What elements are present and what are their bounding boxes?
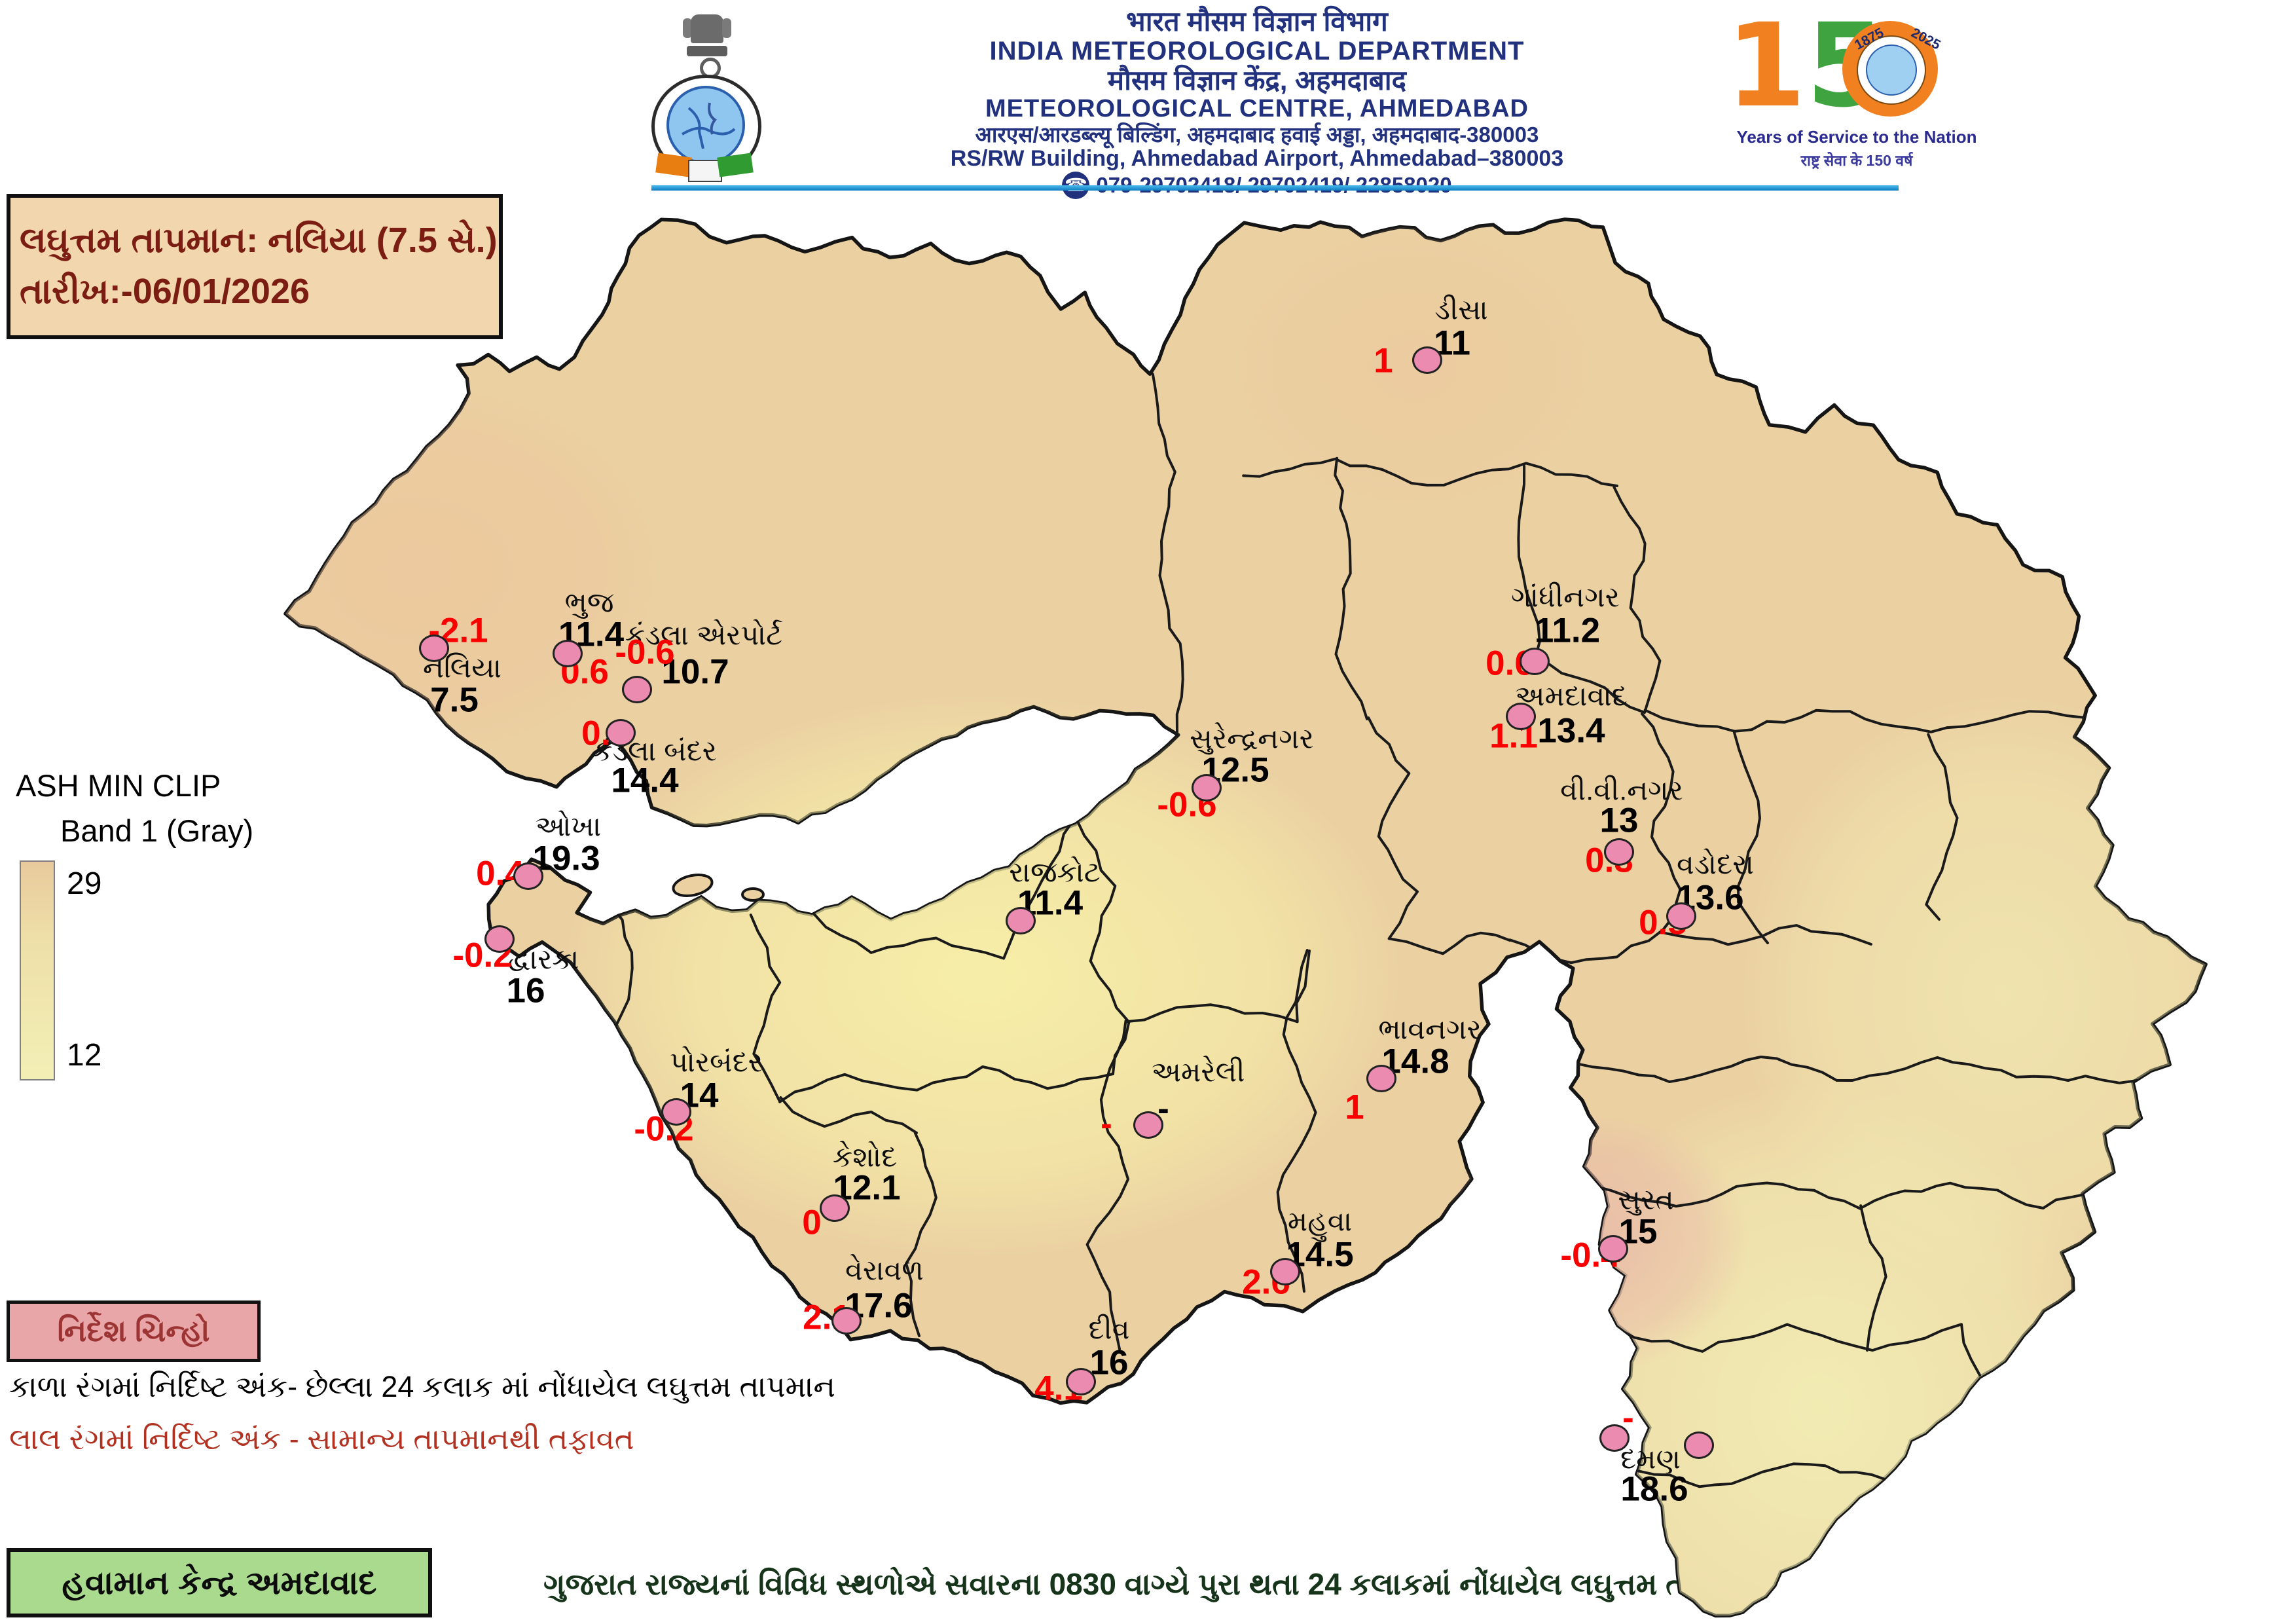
station-dot — [1366, 1065, 1396, 1092]
logo150-tagline-hi: राष्ट्र सेवा के 150 वर्ष — [1800, 152, 1913, 169]
station-name-label: કંડલા એરપોર્ટ — [625, 619, 783, 652]
station-temp-label: 14.4 — [611, 761, 679, 800]
station-temp-label: 7.5 — [430, 680, 479, 720]
header-line-english-1: INDIA METEOROLOGICAL DEPARTMENT — [989, 37, 1525, 66]
station-name-label: અમરેલી — [1151, 1056, 1245, 1088]
station-dot — [1506, 703, 1536, 730]
signs-title: નિર્દેશ ચિન્હો — [57, 1314, 210, 1348]
station-dot — [1006, 907, 1036, 934]
header-line-hindi-2: मौसम विज्ञान केंद्र, अहमदाबाद — [1108, 65, 1406, 96]
station-name-label: અમદાવાદ — [1515, 680, 1628, 712]
header-divider — [651, 185, 1899, 191]
station-dot — [1270, 1258, 1300, 1285]
station-departure-label: 1 — [1374, 341, 1393, 380]
signs-black-rule: કાળા રંગમાં નિર્દિષ્ટ અંક- છેલ્લા 24 કલા… — [9, 1370, 835, 1403]
station-name-label: સુરત — [1618, 1184, 1674, 1216]
legend-gradient-bar — [20, 860, 55, 1080]
station-dot — [820, 1194, 850, 1222]
station-departure-label: - — [1622, 1398, 1634, 1437]
min-temp-line: લઘુત્તમ તાપમાન: નલિયા (7.5 સે.) — [20, 221, 498, 260]
station-name-label: ગાંધીનગર — [1511, 581, 1620, 614]
station-name-label: દમણ — [1620, 1443, 1681, 1475]
station-dot — [553, 640, 583, 667]
header-title-block: भारत मौसम विज्ञान विभाग INDIA METEOROLOG… — [779, 6, 1735, 199]
station-name-label: ઓખા — [535, 811, 602, 843]
legend-max-value: 29 — [67, 866, 102, 901]
station-dot — [1192, 774, 1222, 802]
imd-150-years-logo: 15 1875 2025 Years of Service to the Nat… — [1726, 9, 1988, 181]
logo150-tagline-en: Years of Service to the Nation — [1736, 127, 1977, 147]
station-temp-label: 11.2 — [1534, 611, 1601, 650]
station-departure-label: -0.6 — [615, 633, 675, 672]
station-dot — [1598, 1235, 1628, 1263]
phone-numbers: 079-29702418/ 29702419/ 22858020 — [1096, 173, 1451, 197]
station-dot — [831, 1307, 862, 1335]
station-temp-label: 16 — [1089, 1343, 1129, 1382]
station-dot — [1604, 838, 1634, 866]
station-name-label: રાજકોટ — [1009, 857, 1101, 889]
legend-title: ASH MIN CLIP — [16, 768, 221, 803]
legend-min-value: 12 — [67, 1038, 102, 1073]
logo150-zero-ring — [1842, 21, 1938, 117]
phone-icon: ☎ — [1062, 171, 1090, 199]
station-departure-label: - — [1101, 1104, 1112, 1143]
station-name-label: ડીસા — [1434, 294, 1488, 326]
station-dot — [1066, 1368, 1096, 1395]
min-temp-info-box: લઘુત્તમ તાપમાન: નલિયા (7.5 સે.) તારીખ:-0… — [7, 194, 503, 339]
signs-red-rule: લાલ રંગમાં નિર્દિષ્ટ અંક - સામાન્ય તાપમા… — [9, 1422, 634, 1456]
header-address-english: RS/RW Building, Ahmedabad Airport, Ahmed… — [950, 146, 1564, 172]
station-dot — [661, 1098, 691, 1126]
centre-name-box: હવામાન કેન્દ્ર અમદાવાદ — [7, 1548, 432, 1617]
station-name-label: વી.વી.નગર — [1560, 775, 1683, 807]
station-name-label: સુરેન્દ્રનગર — [1190, 723, 1314, 755]
ashoka-emblem-icon — [683, 14, 731, 79]
station-departure-label: 1 — [1345, 1088, 1364, 1127]
header-line-hindi-1: भारत मौसम विज्ञान विभाग — [1126, 6, 1388, 37]
station-dot — [606, 719, 636, 747]
station-dot — [513, 862, 543, 890]
bottom-caption: ગુજરાત રાજ્યનાં વિવિધ સ્થળોએ સવારના 0830… — [543, 1567, 1764, 1601]
station-dot — [1599, 1424, 1630, 1452]
station-temp-label: 19.3 — [532, 839, 600, 878]
station-dot — [484, 925, 515, 953]
station-temp-label: 18.6 — [1620, 1469, 1688, 1509]
station-dot — [1666, 902, 1696, 930]
imd-logo — [651, 14, 763, 182]
station-name-label: પોરબંદર — [670, 1046, 763, 1079]
station-temp-label: 16 — [506, 971, 545, 1010]
color-legend: ASH MIN CLIP Band 1 (Gray) 29 12 — [16, 767, 254, 1080]
station-name-label: ભાવનગર — [1378, 1014, 1482, 1046]
date-line: તારીખ:-06/01/2026 — [20, 272, 310, 312]
station-name-label: દ્વારકા — [507, 944, 579, 976]
station-name-label: વેરાવળ — [845, 1255, 924, 1287]
station-name-label: મહુવા — [1287, 1206, 1353, 1238]
station-dot — [1412, 346, 1442, 374]
station-name-label: વડોદરા — [1677, 849, 1754, 881]
station-name-label: દીવ — [1088, 1314, 1130, 1346]
centre-name: હવામાન કેન્દ્ર અમદાવાદ — [62, 1564, 377, 1601]
station-dot — [1520, 648, 1550, 675]
station-temp-label: 10.7 — [661, 652, 729, 692]
station-name-label: કેશોદ — [832, 1141, 898, 1173]
station-temp-label: 13.4 — [1537, 711, 1605, 750]
legend-band-label: Band 1 (Gray) — [60, 813, 254, 848]
header-address-hindi: आरएस/आरडब्ल्यू बिल्डिंग, अहमदाबाद हवाई अ… — [975, 122, 1539, 147]
station-departure-label: 0 — [802, 1203, 822, 1242]
signs-title-box: નિર્દેશ ચિન્હો — [7, 1301, 261, 1362]
station-dot — [419, 635, 449, 662]
header-phone-row: ☎ 079-29702418/ 29702419/ 22858020 — [779, 171, 1735, 199]
header-line-english-2: METEOROLOGICAL CENTRE, AHMEDABAD — [985, 95, 1529, 123]
station-name-label: ભુજ — [564, 587, 614, 619]
station-temp-label: 13 — [1599, 801, 1639, 840]
station-dot — [1133, 1111, 1163, 1139]
station-dot — [622, 676, 652, 703]
station-dot — [1684, 1431, 1714, 1459]
